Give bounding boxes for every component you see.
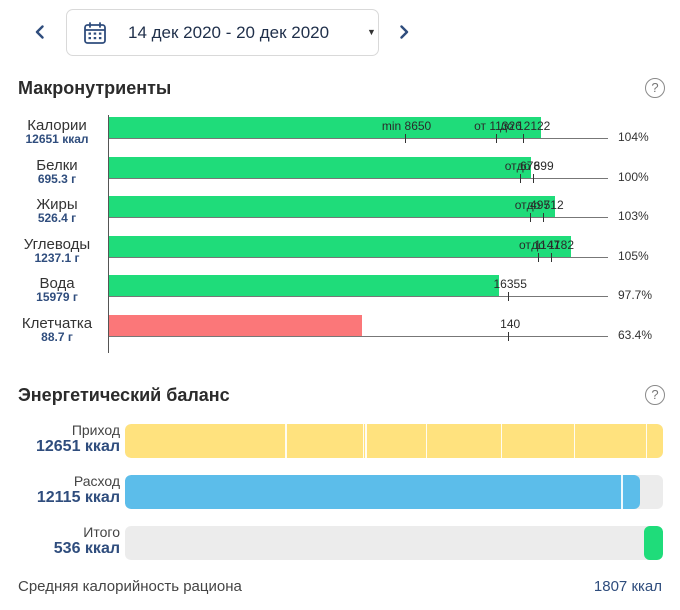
expense-bar — [125, 475, 663, 509]
macro-tick-label: от 678 — [504, 158, 541, 173]
income-segment-divider — [425, 424, 428, 458]
macro-name: Клетчатка — [21, 315, 93, 332]
previous-week-button[interactable] — [30, 22, 50, 42]
macro-value: 695.3 г — [37, 171, 77, 186]
macro-tick-label: от 497 — [514, 198, 551, 213]
macro-percent: 103% — [618, 209, 649, 224]
macros-help-icon[interactable]: ? — [645, 78, 665, 98]
macro-bar-fill — [109, 196, 556, 218]
macro-tick — [550, 252, 552, 262]
income-segment-divider — [573, 424, 576, 458]
chevron-right-icon — [400, 25, 409, 39]
macro-label: Клетчатка 88.7 г — [16, 316, 98, 344]
total-bar — [125, 526, 663, 560]
macro-percent: 100% — [618, 169, 649, 184]
total-value: 536 ккал — [53, 540, 120, 557]
macro-tick-label: до 699 — [516, 158, 554, 173]
macro-value: 15979 г — [36, 290, 78, 305]
expense-bar-fill — [125, 475, 641, 509]
macro-value: 1237.1 г — [34, 250, 80, 265]
macro-percent: 105% — [618, 248, 649, 263]
macro-bar-fill — [109, 275, 500, 297]
macros-section-title: Макронутриенты — [18, 78, 172, 98]
income-segment-divider — [645, 424, 648, 458]
income-value: 12651 ккал — [35, 438, 120, 455]
avg-calories-value: 1807 ккал — [593, 578, 662, 595]
macro-label: Белки 695.3 г — [16, 158, 98, 186]
macro-name: Белки — [36, 156, 78, 174]
total-name: Итого — [83, 524, 120, 540]
macro-baseline — [109, 138, 608, 139]
macro-tick — [543, 213, 545, 223]
macro-tick-label: до 12122 — [499, 119, 551, 133]
macro-baseline — [109, 336, 608, 337]
macros-axis — [108, 115, 109, 353]
energy-section-title: Энергетический баланс — [18, 385, 230, 405]
macro-bar-fill — [109, 315, 362, 336]
macro-percent: 104% — [618, 130, 649, 144]
macro-tick — [404, 134, 406, 143]
macro-label: Калории 12651 ккал — [16, 118, 98, 146]
income-bar-fill — [125, 424, 663, 458]
energy-help-icon[interactable]: ? — [645, 385, 665, 405]
income-segment-divider — [362, 424, 365, 458]
macro-bar-fill — [109, 117, 542, 138]
macro-tick-label: от 1147 — [519, 237, 561, 252]
income-name: Приход — [71, 422, 120, 438]
macro-percent: 97.7% — [618, 288, 653, 303]
macro-baseline — [109, 296, 608, 298]
expense-label: Расход 12115 ккал — [16, 473, 120, 507]
macro-value: 88.7 г — [41, 330, 73, 344]
income-segment-divider — [365, 424, 367, 458]
macro-name: Вода — [39, 275, 75, 293]
income-label: Приход 12651 ккал — [16, 422, 120, 456]
macro-tick — [533, 173, 535, 183]
macro-tick — [508, 292, 510, 302]
macro-tick-label: до 512 — [526, 198, 564, 213]
calendar-icon — [84, 22, 106, 44]
expense-name: Расход — [73, 473, 120, 489]
macro-value: 526.4 г — [37, 211, 77, 226]
macro-label: Вода 15979 г — [16, 276, 98, 304]
macro-tick — [530, 213, 532, 223]
income-segment-divider — [285, 424, 287, 458]
macro-value: 12651 ккал — [25, 132, 89, 146]
expense-segment-divider — [621, 475, 623, 509]
macro-tick-label: от 11326 — [474, 119, 522, 133]
macro-name: Углеводы — [23, 235, 91, 253]
macro-baseline — [109, 217, 608, 219]
macro-tick — [508, 332, 510, 341]
date-range-picker[interactable]: 14 дек 2020 - 20 дек 2020 ▼ — [66, 9, 379, 56]
total-label: Итого 536 ккал — [16, 524, 120, 558]
chevron-left-icon — [35, 25, 44, 39]
next-week-button[interactable] — [394, 22, 414, 42]
income-bar — [125, 424, 663, 458]
macro-bar-fill — [109, 235, 572, 257]
macro-tick — [523, 134, 525, 143]
expense-value: 12115 ккал — [36, 489, 120, 506]
macro-label: Жиры 526.4 г — [16, 197, 98, 225]
macro-label: Углеводы 1237.1 г — [16, 237, 98, 265]
macro-percent: 63.4% — [618, 328, 653, 342]
macro-tick-label: min 8650 — [381, 119, 432, 133]
macro-tick — [495, 134, 497, 143]
dropdown-caret-icon: ▼ — [367, 27, 376, 37]
macro-tick-label: 140 — [500, 317, 521, 331]
macro-bar-fill — [109, 156, 531, 178]
macro-tick — [537, 252, 539, 262]
macro-tick — [520, 173, 522, 183]
macro-baseline — [109, 256, 608, 258]
macro-baseline — [109, 177, 608, 179]
macro-tick-label: 16355 — [493, 277, 527, 292]
macro-name: Калории — [27, 117, 87, 134]
avg-calories-label: Средняя калорийность рациона — [18, 578, 242, 595]
date-range-text: 14 дек 2020 - 20 дек 2020 — [128, 23, 330, 42]
macro-name: Жиры — [36, 196, 78, 214]
total-bar-fill — [644, 526, 663, 560]
income-segment-divider — [500, 424, 503, 458]
macro-tick-label: до 1182 — [531, 237, 575, 252]
